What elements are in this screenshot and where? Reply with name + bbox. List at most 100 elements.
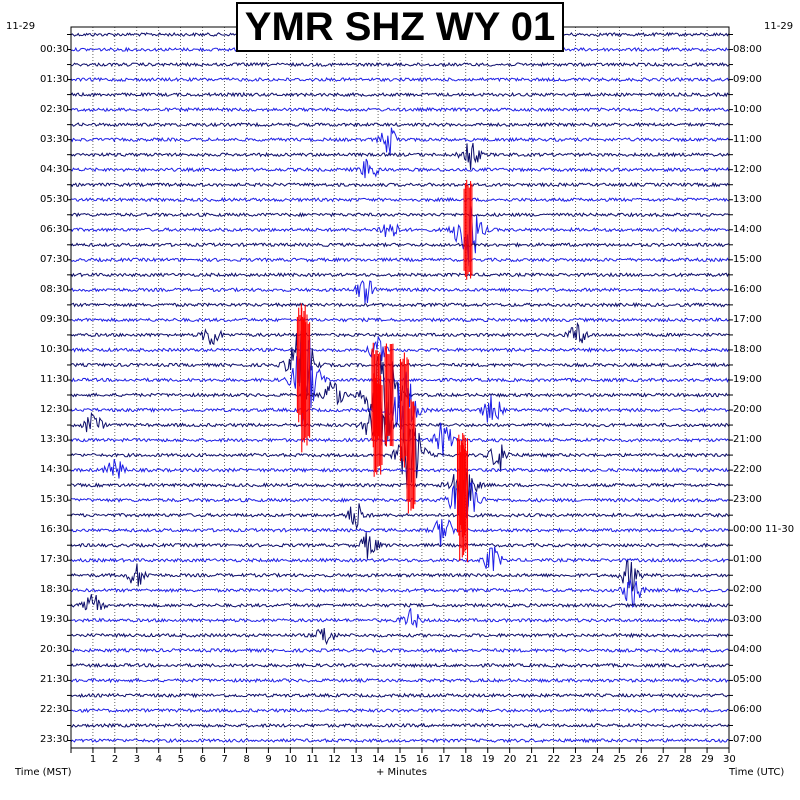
seismic-trace [70,707,729,714]
x-tick-label: 3 [133,754,141,765]
right-tick-label: 05:00 [733,674,762,686]
x-tick-label: 28 [679,754,692,765]
seismic-trace [70,76,730,83]
seismic-trace [70,422,729,457]
left-tick-label: 17:30 [40,554,69,566]
right-tick-label: 18:00 [733,343,762,355]
left-tick-label: 10:30 [40,343,69,355]
x-tick-label: 14 [372,754,385,765]
seismic-trace [70,458,729,479]
left-tick-label: 16:30 [40,524,69,536]
seismic-trace [70,317,729,323]
right-tick-label: 09:00 [733,73,762,85]
right-axis-title: Time (UTC) [729,767,785,778]
left-tick-label: 03:30 [40,133,69,145]
seismic-trace [70,211,729,218]
left-tick-label: 02:30 [40,103,69,115]
right-tick-label: 22:00 [733,464,762,476]
x-tick-label: 23 [569,754,583,765]
right-tick-label: 02:00 [733,584,762,596]
x-tick-label: 11 [306,754,319,765]
seismic-trace [70,196,729,203]
right-tick-label: 13:00 [733,193,762,205]
left-date-label: 11-29 [6,21,36,32]
seismic-trace [70,470,729,530]
x-tick-label: 30 [723,754,736,765]
x-tick-label: 27 [657,754,670,765]
right-tick-label: 15:00 [733,253,762,265]
x-tick-label: 25 [613,754,627,765]
right-tick-label: 08:00 [733,43,762,55]
left-tick-label: 05:30 [40,193,69,205]
left-tick-label: 00:30 [40,43,69,55]
right-tick-label: 03:00 [733,614,762,626]
x-tick-label: 26 [635,754,648,765]
left-tick-label: 23:30 [40,734,69,746]
seismic-trace [70,608,729,628]
x-tick-label: 21 [525,754,539,765]
seismic-trace [70,428,729,490]
right-tick-label: 10:00 [733,103,762,115]
seismic-trace [70,257,730,263]
x-tick-label: 18 [459,754,473,765]
seismic-trace [70,91,729,98]
seismic-trace [70,722,730,729]
seismic-trace [70,559,729,592]
axis-ticks [67,34,733,753]
right-tick-label: 01:00 [733,554,762,566]
seismic-trace [70,158,730,179]
left-tick-label: 04:30 [40,163,69,175]
left-tick-label: 08:30 [40,283,69,295]
left-tick-label: 06:30 [40,223,69,235]
seismic-trace [70,393,730,446]
x-tick-label: 12 [328,754,341,765]
x-tick-label: 6 [199,754,206,765]
seismic-trace [70,371,729,437]
right-tick-label: 06:00 [733,704,762,716]
right-tick-label: 11:00 [733,133,762,145]
x-tick-label: 10 [284,754,298,765]
seismic-trace [70,579,729,608]
x-tick-label: 9 [265,754,272,765]
left-tick-label: 15:30 [40,494,69,506]
x-tick-label: 17 [437,754,451,765]
seismic-trace [70,106,729,113]
right-tick-label: 16:00 [733,283,762,295]
seismic-trace [70,354,729,440]
seismic-trace [70,280,729,304]
left-axis-title: Time (MST) [15,767,72,778]
chart-title: YMR SHZ WY 01 [236,2,564,52]
seismic-trace [70,647,729,654]
right-tick-label: 19:00 [733,373,762,385]
left-tick-label: 22:30 [40,704,69,716]
right-tick-label: 04:00 [733,644,762,656]
seismic-trace [70,627,729,646]
seismic-trace [70,206,729,267]
right-tick-label: 14:00 [733,223,762,235]
seismic-trace [70,321,729,346]
left-tick-label: 07:30 [40,253,69,265]
x-tick-label: 29 [701,754,714,765]
seismic-trace [70,662,729,669]
x-tick-label: 2 [111,754,119,765]
right-tick-label: 17:00 [733,313,762,325]
seismic-trace [70,127,730,155]
seismic-trace [70,532,730,559]
x-tick-label: 7 [221,754,228,765]
seismic-trace [70,181,729,188]
left-tick-label: 14:30 [40,464,69,476]
seismic-trace [70,519,730,548]
seismic-trace [70,302,729,308]
seismic-trace [70,336,730,361]
x-tick-label: 5 [177,754,185,765]
left-tick-label: 21:30 [40,674,69,686]
left-tick-label: 20:30 [40,644,69,656]
seismic-trace [70,121,729,128]
x-tick-label: 19 [481,754,495,765]
right-date-label: 11-29 [764,21,794,32]
seismic-trace [70,677,729,684]
x-tick-label: 22 [547,754,561,765]
x-tick-label: 20 [503,754,517,765]
left-tick-label: 13:30 [40,434,69,446]
